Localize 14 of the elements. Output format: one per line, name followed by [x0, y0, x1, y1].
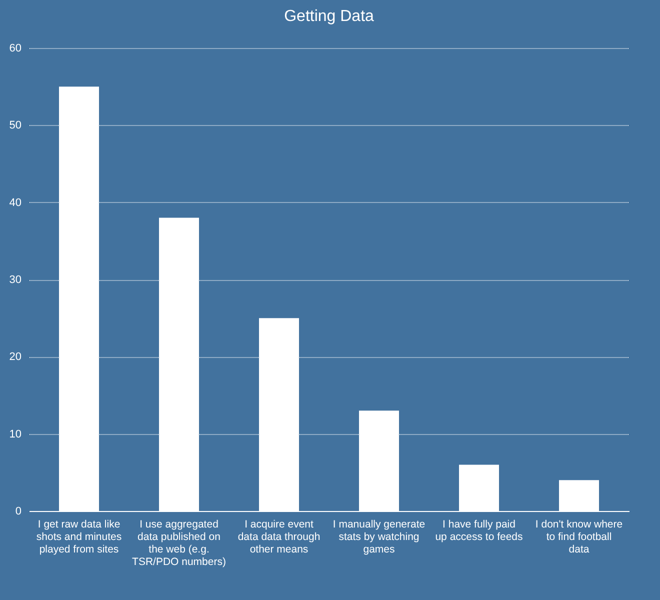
x-tick-label: I get raw data like shots and minutes played from sites	[36, 518, 122, 556]
x-tick-label: I manually generate stats by watching games	[332, 518, 426, 556]
y-tick-label: 30	[9, 274, 22, 286]
y-tick-label: 0	[15, 506, 22, 518]
y-tick-label: 20	[9, 351, 22, 364]
y-tick-label: 50	[9, 120, 22, 132]
x-tick-label: I acquire event data data through other means	[238, 518, 320, 556]
x-tick-label: I use aggregated data published on the web (e.g. TSR/PDO numbers)	[132, 518, 226, 568]
x-tick-label: I don't know where to find football data	[535, 518, 623, 556]
y-tick-label: 40	[9, 196, 22, 209]
y-tick-label: 10	[9, 428, 22, 440]
chart-title: Getting Data	[284, 8, 374, 25]
y-tick-label: 60	[9, 42, 22, 54]
x-tick-label: I have fully paid up access to feeds	[435, 518, 523, 543]
